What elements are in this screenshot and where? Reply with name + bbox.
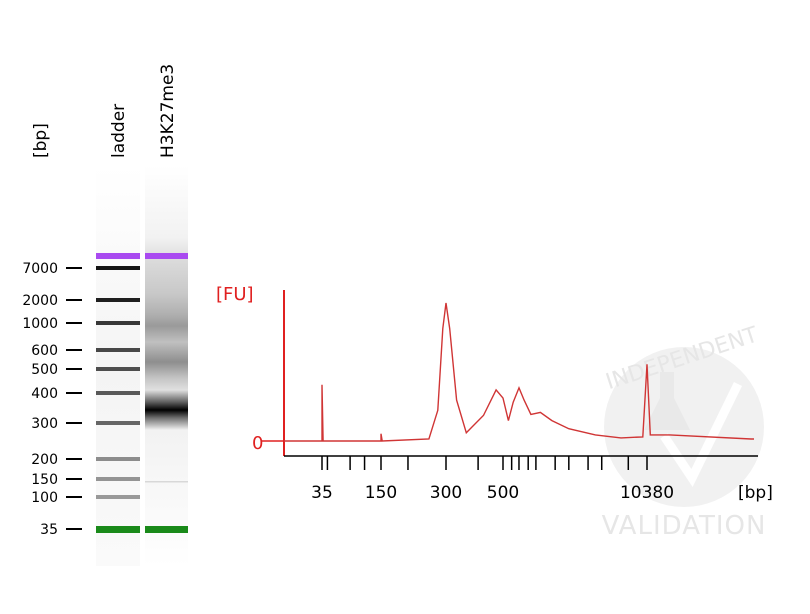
x-axis-label: [bp] xyxy=(738,483,773,503)
x-tick-label: 35 xyxy=(311,483,333,503)
x-tick-label: 150 xyxy=(365,483,397,503)
ladder-band xyxy=(96,348,140,352)
x-tick-label: 10380 xyxy=(620,483,674,503)
lane-label-ladder: ladder xyxy=(109,104,129,158)
size-tick-label: 200 xyxy=(31,452,58,468)
electropherogram: [FU] 0 35 150 300 500 10380 [bp] xyxy=(216,284,773,503)
size-tick-label: 35 xyxy=(40,522,58,538)
size-tick-label: 1000 xyxy=(22,316,58,332)
ladder-band xyxy=(96,391,140,395)
sample-lane xyxy=(145,166,188,566)
ladder-band xyxy=(96,495,140,499)
size-ticks: 7000 2000 1000 600 500 400 300 200 150 100 35 xyxy=(22,261,82,538)
upper-marker-band xyxy=(96,253,140,259)
y-tick-label: 0 xyxy=(252,433,263,454)
x-ticks xyxy=(321,456,648,470)
x-tick-label: 300 xyxy=(430,483,462,503)
size-tick-label: 100 xyxy=(31,490,58,506)
ladder-lane xyxy=(96,166,140,566)
ladder-bands xyxy=(96,266,140,499)
ladder-band xyxy=(96,321,140,325)
watermark: INDEPENDENT VALIDATION xyxy=(602,322,767,541)
ladder-band xyxy=(96,421,140,425)
gel-image: [bp] ladder H3K27me3 7000 2000 1000 600 500 4… xyxy=(22,64,188,566)
ladder-band xyxy=(96,457,140,461)
size-tick-label: 300 xyxy=(31,416,58,432)
size-tick-label: 2000 xyxy=(22,293,58,309)
watermark-bottom-text: VALIDATION xyxy=(602,511,767,541)
faint-sample-band xyxy=(145,481,188,483)
ladder-band xyxy=(96,367,140,371)
ladder-band xyxy=(96,298,140,302)
ladder-band xyxy=(96,477,140,481)
lane-label-sample: H3K27me3 xyxy=(158,64,178,158)
size-tick-label: 7000 xyxy=(22,261,58,277)
ladder-band xyxy=(96,266,140,270)
x-tick-labels: 35 150 300 500 10380 xyxy=(311,483,674,503)
check-icon xyxy=(660,382,743,488)
gel-unit-label: [bp] xyxy=(31,123,51,158)
y-axis-label: [FU] xyxy=(216,284,254,305)
size-tick-label: 500 xyxy=(31,362,58,378)
series-line-h3k27me3 xyxy=(284,302,754,442)
flask-icon xyxy=(644,372,690,430)
lower-marker-band xyxy=(96,526,140,533)
x-tick-label: 500 xyxy=(487,483,519,503)
upper-marker-band xyxy=(145,253,188,259)
lower-marker-band xyxy=(145,526,188,533)
size-tick-label: 150 xyxy=(31,472,58,488)
size-tick-label: 600 xyxy=(31,343,58,359)
gel-markers xyxy=(96,253,188,533)
size-tick-label: 400 xyxy=(31,386,58,402)
